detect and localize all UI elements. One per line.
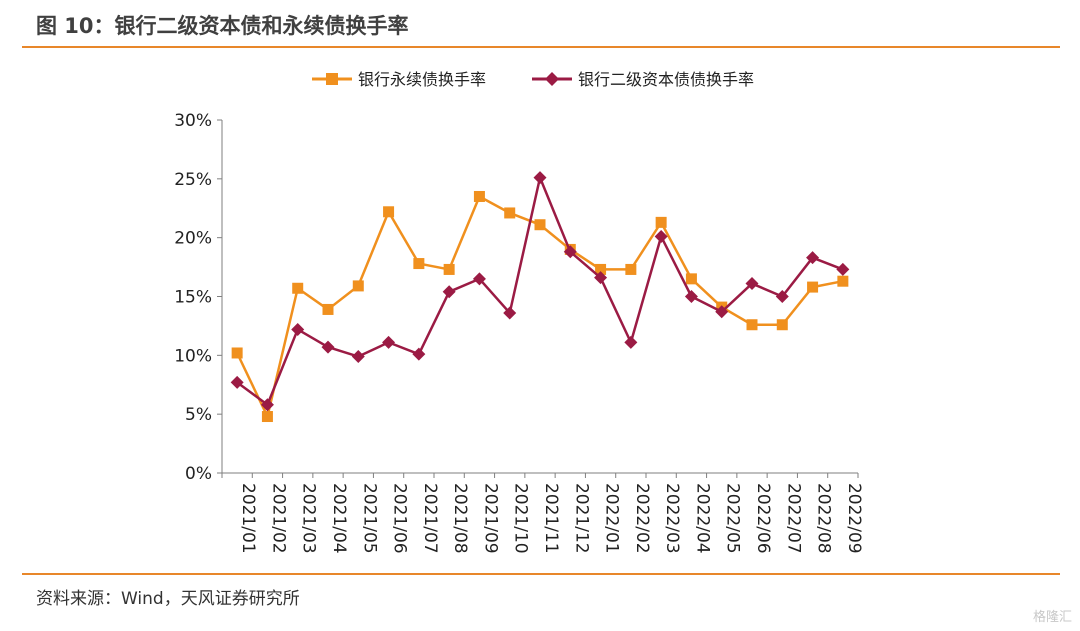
data-point (352, 280, 364, 292)
legend-marker-perpetual-bond (326, 73, 338, 85)
x-tick-label: 2022/05 (723, 483, 743, 554)
y-tick-label: 15% (174, 288, 212, 308)
y-tick-label: 10% (174, 346, 212, 366)
x-tick-label: 2021/01 (238, 483, 258, 554)
legend: 银行永续债换手率 银行二级资本债债换手率 (312, 70, 754, 89)
data-point (837, 275, 849, 287)
data-point (685, 273, 697, 285)
x-tick-label: 2022/09 (844, 483, 864, 554)
data-point (776, 319, 788, 331)
data-point (412, 347, 426, 361)
watermark: 格隆汇 (1032, 610, 1072, 625)
data-point (595, 263, 607, 275)
series-line (236, 176, 844, 407)
x-tick-label: 2021/12 (571, 483, 591, 554)
x-tick-label: 2021/04 (329, 483, 349, 554)
x-tick-label: 2021/06 (390, 483, 410, 554)
y-tick-label: 20% (174, 229, 212, 249)
x-tick-label: 2022/07 (783, 483, 803, 554)
data-point (321, 340, 335, 354)
figure-title: 图 10：银行二级资本债和永续债换手率 (36, 14, 409, 38)
data-point (292, 282, 304, 294)
series-layer (230, 171, 850, 423)
data-point (473, 190, 485, 202)
data-point (351, 350, 365, 364)
data-point (746, 319, 758, 331)
data-point (807, 281, 819, 293)
data-point (806, 251, 820, 265)
data-point (533, 171, 547, 185)
data-point (625, 263, 637, 275)
data-point (230, 375, 244, 389)
legend-label-perpetual-bond: 银行永续债换手率 (358, 70, 486, 89)
x-tick-label: 2022/02 (632, 483, 652, 554)
x-tick-label: 2021/11 (541, 483, 561, 554)
line-chart: 银行永续债换手率 银行二级资本债债换手率 0% 5% 10% 15% 20% 25% 30%… (174, 70, 864, 554)
data-point (534, 219, 546, 231)
x-tick-label: 2022/08 (814, 483, 834, 554)
data-point (594, 271, 608, 285)
data-point (442, 285, 456, 299)
x-tick-label: 2022/03 (662, 483, 682, 554)
y-tick-label: 25% (174, 170, 212, 190)
x-tick-label: 2021/05 (359, 483, 379, 554)
data-point (745, 277, 759, 291)
data-point (413, 258, 425, 270)
legend-marker-tier2-bond (545, 72, 559, 86)
data-point (291, 322, 305, 336)
x-tick-label: 2021/03 (299, 483, 319, 554)
x-tick-label: 2021/08 (450, 483, 470, 554)
data-point (261, 411, 273, 423)
source-note: 资料来源：Wind，天风证券研究所 (36, 589, 300, 609)
legend-item-perpetual-bond: 银行永续债换手率 (312, 70, 486, 89)
data-point (383, 206, 395, 218)
data-point (382, 335, 396, 349)
bottom-rule (22, 573, 1060, 575)
data-point (472, 272, 486, 286)
x-tick-label: 2022/04 (692, 483, 712, 554)
data-point (655, 216, 667, 228)
axes: 0% 5% 10% 15% 20% 25% 30% 2021/01 2021/02 2021/03… (174, 111, 864, 554)
data-point (231, 347, 243, 359)
data-point (654, 229, 668, 243)
data-point (260, 398, 274, 412)
x-tick-label: 2021/10 (511, 483, 531, 554)
data-point (322, 303, 334, 315)
x-tick-label: 2021/02 (268, 483, 288, 554)
y-tick-label: 0% (185, 464, 212, 484)
x-tick-label: 2022/06 (753, 483, 773, 554)
x-tick-label: 2022/01 (602, 483, 622, 554)
data-point (775, 290, 789, 303)
top-rule (22, 46, 1060, 48)
series-1 (230, 171, 850, 412)
data-point (503, 306, 517, 320)
data-point (715, 305, 729, 319)
x-tick-label: 2021/09 (480, 483, 500, 554)
data-point (684, 290, 698, 303)
y-tick-label: 30% (174, 111, 212, 131)
series-0 (231, 190, 849, 423)
data-point (504, 207, 516, 219)
data-point (563, 245, 577, 259)
data-point (624, 335, 638, 349)
legend-label-tier2-bond: 银行二级资本债债换手率 (578, 70, 754, 89)
data-point (836, 262, 850, 276)
data-point (443, 263, 455, 275)
legend-item-tier2-bond: 银行二级资本债债换手率 (532, 70, 754, 89)
y-tick-label: 5% (185, 405, 212, 425)
x-tick-label: 2021/07 (420, 483, 440, 554)
